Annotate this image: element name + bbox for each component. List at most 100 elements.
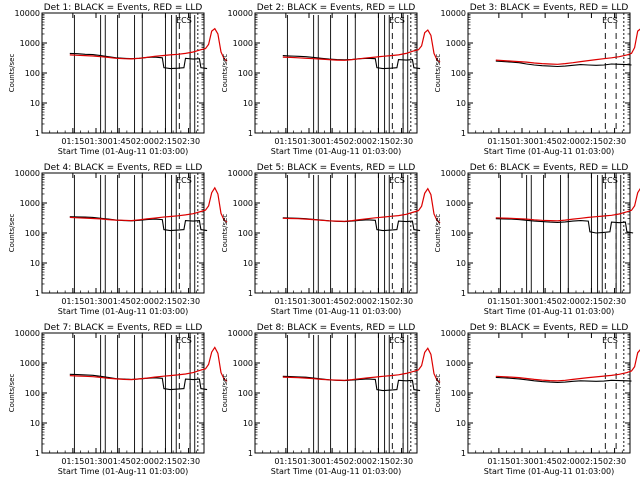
- y-tick-label: 10: [456, 259, 466, 268]
- events-series: [282, 217, 421, 232]
- panel-title: Det 1: BLACK = Events, RED = LLD: [44, 3, 203, 13]
- panel-6: Det 6: BLACK = Events, RED = LLD 1 10 100 10…: [434, 163, 640, 316]
- x-tick-label: 01:45: [108, 297, 131, 306]
- x-tick-label: 02:30: [177, 137, 200, 146]
- y-tick-label: 10000: [441, 169, 466, 178]
- y-tick-label: 100: [451, 69, 466, 78]
- lld-series: [495, 349, 640, 382]
- y-tick-label: 1: [248, 129, 253, 138]
- x-axis-label: Start Time (01-Aug-11 01:03:00): [58, 467, 189, 476]
- y-axis-label: Counts/sec: [8, 374, 16, 413]
- x-tick-label: 01:30: [297, 297, 320, 306]
- x-tick-label: 01:45: [534, 457, 557, 466]
- x-tick-label: 01:30: [510, 137, 533, 146]
- x-tick-label: 01:30: [84, 457, 107, 466]
- y-tick-label: 100: [25, 389, 40, 398]
- x-tick-label: 02:00: [131, 457, 154, 466]
- y-tick-label: 1: [461, 289, 466, 298]
- panel-title: Det 5: BLACK = Events, RED = LLD: [257, 163, 416, 173]
- x-tick-label: 02:00: [557, 137, 580, 146]
- x-tick-label: 02:00: [344, 297, 367, 306]
- x-tick-label: 02:30: [177, 297, 200, 306]
- x-tick-label: 01:45: [534, 137, 557, 146]
- x-tick-label: 02:30: [390, 297, 413, 306]
- panel-title: Det 2: BLACK = Events, RED = LLD: [257, 3, 416, 13]
- x-tick-label: 02:15: [154, 457, 177, 466]
- panel-title: Det 6: BLACK = Events, RED = LLD: [470, 163, 629, 173]
- ecs-annotation: ECS: [602, 16, 618, 25]
- panel-title: Det 7: BLACK = Events, RED = LLD: [44, 323, 203, 333]
- ecs-annotation: ECS: [389, 336, 405, 345]
- lld-series: [282, 29, 441, 63]
- y-tick-label: 100: [238, 69, 253, 78]
- lld-series: [69, 346, 228, 382]
- x-tick-label: 01:45: [321, 297, 344, 306]
- lld-series: [495, 187, 640, 222]
- y-tick-label: 100: [25, 229, 40, 238]
- y-tick-label: 1: [35, 289, 40, 298]
- x-axis-label: Start Time (01-Aug-11 01:03:00): [271, 307, 402, 316]
- x-tick-label: 02:30: [390, 457, 413, 466]
- panel-title: Det 9: BLACK = Events, RED = LLD: [470, 323, 629, 333]
- y-tick-label: 1: [461, 449, 466, 458]
- y-tick-label: 10: [243, 419, 253, 428]
- x-tick-label: 02:15: [367, 457, 390, 466]
- ecs-annotation: ECS: [602, 176, 618, 185]
- panel-8: Det 8: BLACK = Events, RED = LLD 1 10 100 10…: [221, 323, 441, 476]
- y-tick-label: 1000: [20, 199, 40, 208]
- ecs-annotation: ECS: [389, 16, 405, 25]
- x-tick-label: 02:15: [367, 137, 390, 146]
- x-tick-label: 01:15: [274, 137, 297, 146]
- y-axis-label: Counts/sec: [434, 54, 442, 93]
- y-tick-label: 1000: [233, 359, 253, 368]
- panel-3: Det 3: BLACK = Events, RED = LLD 1 10 100 10…: [434, 3, 640, 156]
- x-tick-label: 01:15: [487, 457, 510, 466]
- x-tick-label: 01:15: [487, 297, 510, 306]
- y-tick-label: 1: [35, 129, 40, 138]
- y-tick-label: 1: [35, 449, 40, 458]
- y-tick-label: 10: [30, 259, 40, 268]
- y-tick-label: 1000: [233, 199, 253, 208]
- ecs-annotation: ECS: [389, 176, 405, 185]
- y-axis-label: Counts/sec: [8, 54, 16, 93]
- lld-series: [282, 187, 441, 224]
- panel-5: Det 5: BLACK = Events, RED = LLD 1 10 100 10…: [221, 163, 441, 316]
- events-series: [282, 375, 421, 392]
- lld-series: [495, 28, 640, 65]
- x-tick-label: 02:30: [603, 297, 626, 306]
- lld-series: [282, 347, 441, 383]
- y-tick-label: 1: [248, 289, 253, 298]
- y-tick-label: 10000: [228, 169, 253, 178]
- y-tick-label: 1000: [446, 199, 466, 208]
- y-tick-label: 10000: [15, 169, 40, 178]
- x-axis-label: Start Time (01-Aug-11 01:03:00): [271, 147, 402, 156]
- y-tick-label: 1000: [20, 359, 40, 368]
- x-axis-label: Start Time (01-Aug-11 01:03:00): [484, 147, 615, 156]
- x-tick-label: 02:30: [603, 137, 626, 146]
- x-tick-label: 02:00: [131, 137, 154, 146]
- x-tick-label: 01:30: [510, 457, 533, 466]
- panel-title: Det 3: BLACK = Events, RED = LLD: [470, 3, 629, 13]
- x-axis-label: Start Time (01-Aug-11 01:03:00): [58, 307, 189, 316]
- x-tick-label: 01:30: [84, 137, 107, 146]
- panel-title: Det 8: BLACK = Events, RED = LLD: [257, 323, 416, 333]
- x-tick-label: 02:15: [580, 457, 603, 466]
- x-tick-label: 02:15: [154, 137, 177, 146]
- y-tick-label: 1: [248, 449, 253, 458]
- y-tick-label: 1000: [233, 39, 253, 48]
- ecs-annotation: ECS: [176, 16, 192, 25]
- x-tick-label: 01:45: [108, 137, 131, 146]
- y-tick-label: 100: [451, 229, 466, 238]
- events-series: [495, 218, 634, 234]
- x-tick-label: 01:15: [487, 137, 510, 146]
- y-tick-label: 100: [238, 229, 253, 238]
- y-tick-label: 10: [456, 99, 466, 108]
- y-tick-label: 10: [456, 419, 466, 428]
- x-axis-label: Start Time (01-Aug-11 01:03:00): [58, 147, 189, 156]
- x-tick-label: 01:30: [297, 457, 320, 466]
- lld-series: [69, 186, 228, 223]
- y-tick-label: 1000: [20, 39, 40, 48]
- y-axis-label: Counts/sec: [434, 374, 442, 413]
- events-series: [495, 60, 632, 68]
